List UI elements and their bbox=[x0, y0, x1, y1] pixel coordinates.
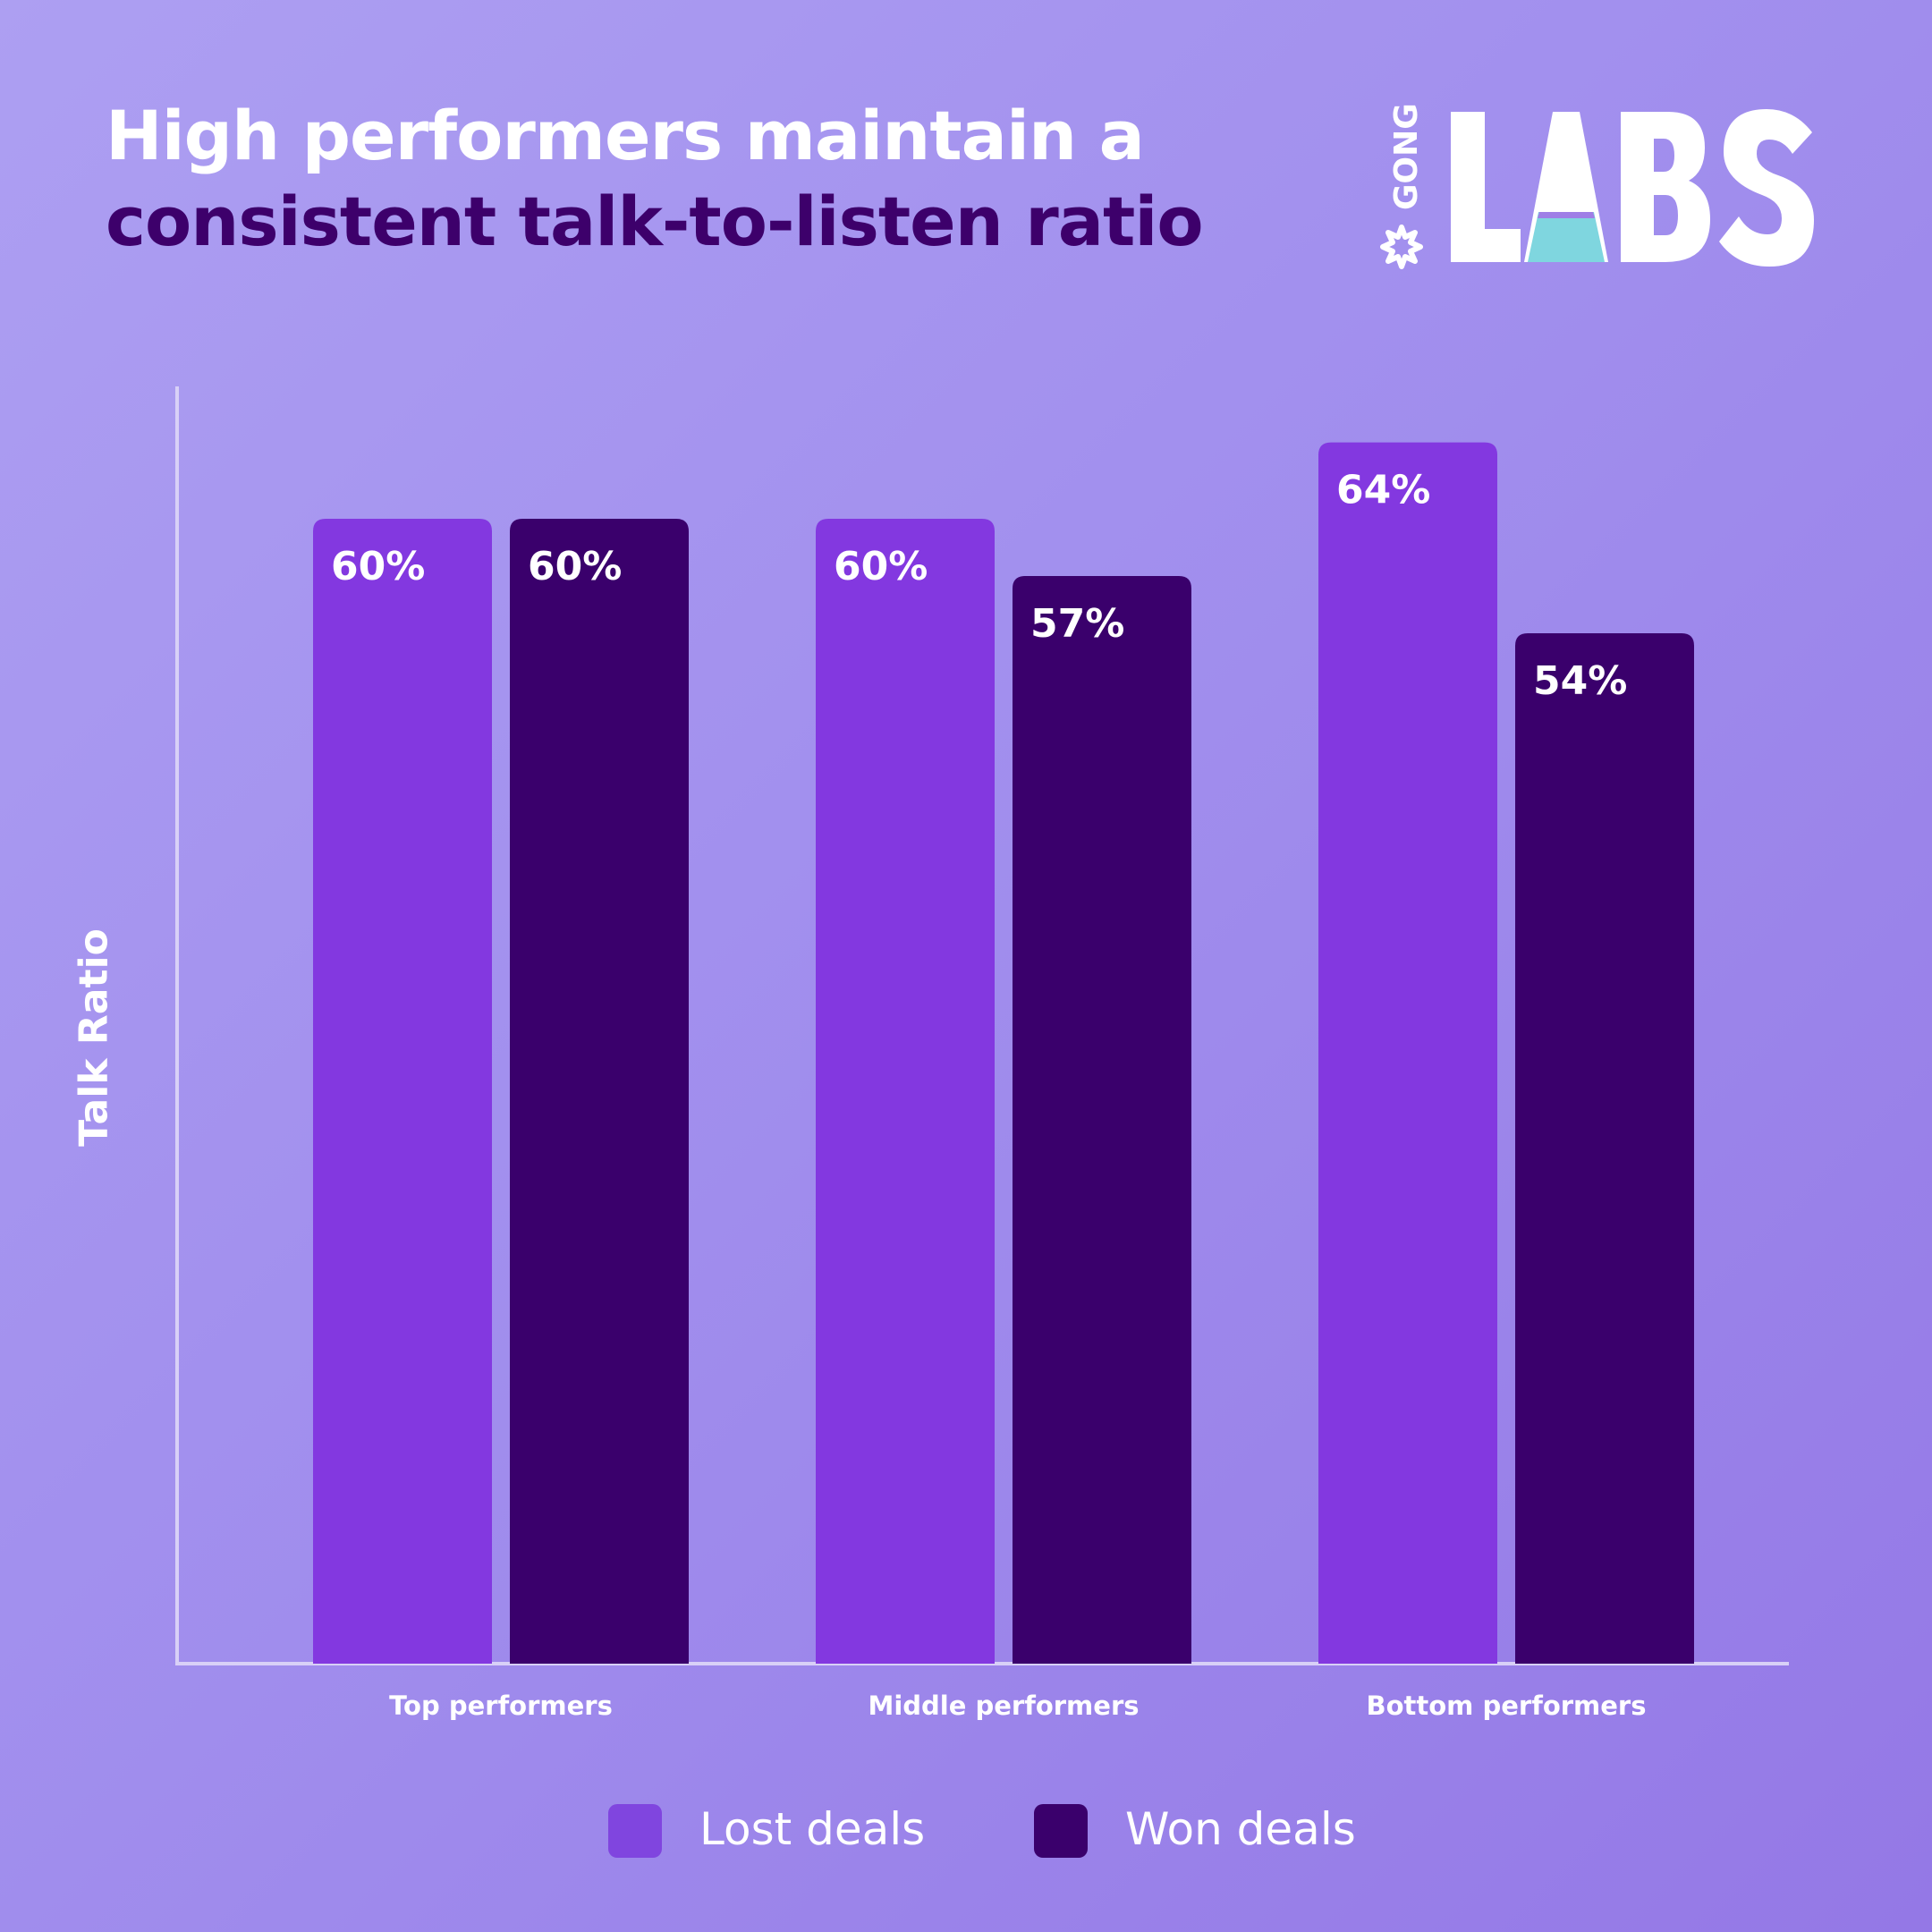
bar-won-0 bbox=[510, 519, 689, 1664]
bar-value-label-won-1: 57% bbox=[1030, 601, 1124, 647]
gong-labs-logo: GONG bbox=[1380, 103, 1814, 269]
legend-label-lost-deals: Lost deals bbox=[699, 1803, 926, 1855]
legend-swatch-won-deals bbox=[1034, 1804, 1088, 1858]
chart-title-line-1: High performers maintain a bbox=[106, 96, 1145, 175]
x-tick-label-0: Top performers bbox=[389, 1690, 613, 1721]
bar-value-label-lost-1: 60% bbox=[834, 544, 928, 589]
logo-flask-liquid bbox=[1528, 212, 1605, 262]
legend: Lost deals Won deals bbox=[0, 1801, 1932, 1858]
logo-flask-liquid-top bbox=[1538, 212, 1595, 218]
bar-chart: 60% 60% Top performers 60% 57% Middle perform… bbox=[175, 386, 1789, 1721]
bar-value-label-lost-0: 60% bbox=[331, 544, 425, 589]
legend-label-won-deals: Won deals bbox=[1125, 1803, 1356, 1855]
legend-swatch-lost-deals bbox=[608, 1804, 662, 1858]
bar-won-1 bbox=[1013, 576, 1191, 1664]
logo-letter-b bbox=[1621, 112, 1710, 262]
bar-value-label-lost-2: 64% bbox=[1336, 468, 1430, 513]
x-tick-label-1: Middle performers bbox=[868, 1690, 1139, 1721]
bar-value-label-won-2: 54% bbox=[1533, 658, 1627, 704]
bar-won-2 bbox=[1515, 633, 1694, 1664]
logo-gong-text: GONG bbox=[1388, 103, 1425, 210]
bar-lost-0 bbox=[313, 519, 492, 1664]
chart-title-line-2: consistent talk-to-listen ratio bbox=[106, 182, 1204, 261]
bar-lost-2 bbox=[1318, 442, 1497, 1665]
gong-starburst-icon bbox=[1380, 225, 1423, 269]
bar-lost-1 bbox=[816, 519, 995, 1664]
x-tick-label-2: Bottom performers bbox=[1366, 1690, 1646, 1721]
logo-letter-s bbox=[1719, 109, 1814, 267]
logo-letter-l-foot bbox=[1451, 229, 1521, 262]
bar-value-label-won-0: 60% bbox=[528, 544, 622, 589]
chart-title: High performers maintain a consistent ta… bbox=[106, 93, 1204, 265]
logo-flask-neck-gap bbox=[1560, 152, 1572, 212]
